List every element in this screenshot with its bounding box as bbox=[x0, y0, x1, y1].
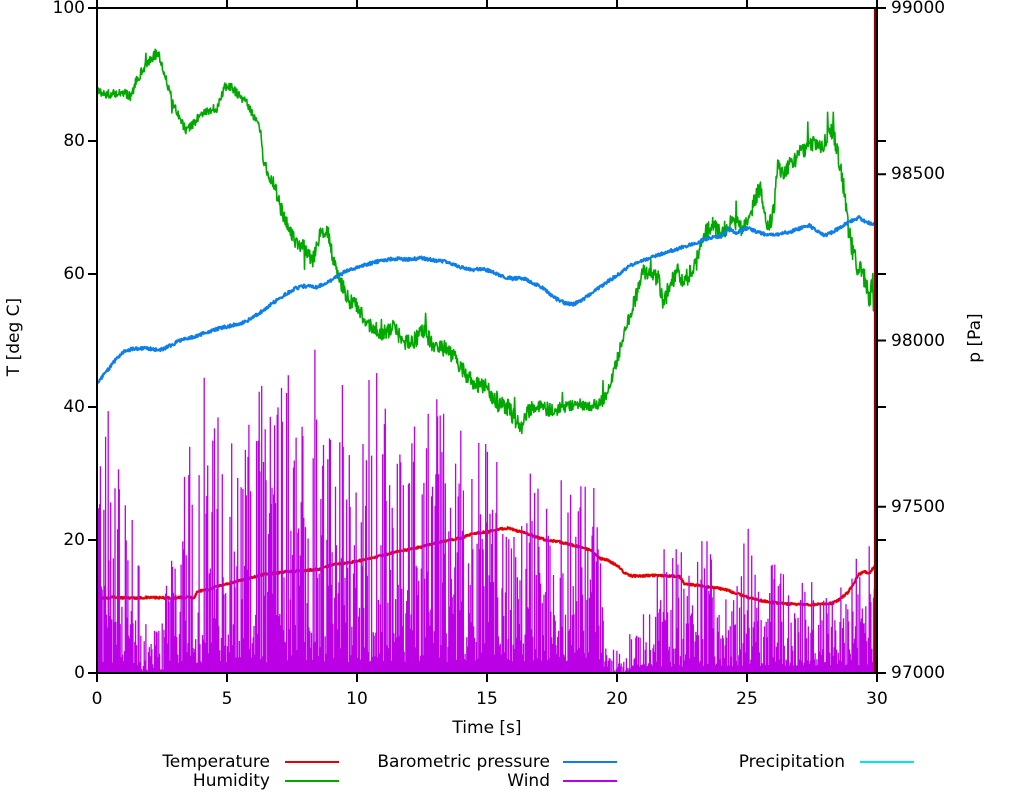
legend-label-precipitation: Precipitation bbox=[738, 752, 845, 772]
y-axis-title: T [deg C] bbox=[4, 297, 24, 377]
y2-tick-label: 98500 bbox=[891, 164, 946, 184]
y2-tick-label: 98000 bbox=[891, 331, 946, 351]
y-tick-label: 60 bbox=[63, 264, 85, 284]
y-tick-label: 100 bbox=[52, 0, 85, 18]
legend-label-temperature: Temperature bbox=[162, 752, 270, 772]
x-tick-label: 0 bbox=[91, 689, 103, 709]
legend-line-sample bbox=[285, 761, 339, 763]
series-wind-impulses bbox=[96, 349, 878, 673]
y-tick-label: 40 bbox=[63, 397, 85, 417]
legend-label-wind: Wind bbox=[507, 771, 550, 791]
legend-line-sample bbox=[563, 761, 617, 763]
y2-tick-label: 99000 bbox=[891, 0, 946, 18]
x-tick-label: 10 bbox=[346, 689, 368, 709]
legend-label-humidity: Humidity bbox=[192, 771, 270, 791]
legend-line-sample bbox=[285, 780, 339, 782]
y-tick-label: 20 bbox=[63, 530, 85, 550]
y-tick-label: 80 bbox=[63, 131, 85, 151]
y2-tick-label: 97000 bbox=[891, 663, 946, 683]
x-tick-label: 25 bbox=[736, 689, 758, 709]
x-tick-label: 5 bbox=[221, 689, 233, 709]
y-tick-label: 0 bbox=[74, 663, 85, 683]
y2-axis-title: p [Pa] bbox=[965, 313, 985, 363]
x-tick-label: 15 bbox=[476, 689, 498, 709]
x-axis-title: Time [s] bbox=[452, 718, 522, 738]
y2-tick-label: 97500 bbox=[891, 497, 946, 517]
series-humidity-line bbox=[96, 48, 878, 435]
legend-line-sample bbox=[860, 761, 914, 763]
x-tick-label: 20 bbox=[606, 689, 628, 709]
legend-line-sample bbox=[563, 780, 617, 782]
x-tick-label: 30 bbox=[866, 689, 888, 709]
legend-label-barometric-pressure: Barometric pressure bbox=[377, 752, 550, 772]
axis-ticks bbox=[88, 0, 886, 682]
series-barometric-pressure-line bbox=[95, 215, 878, 385]
